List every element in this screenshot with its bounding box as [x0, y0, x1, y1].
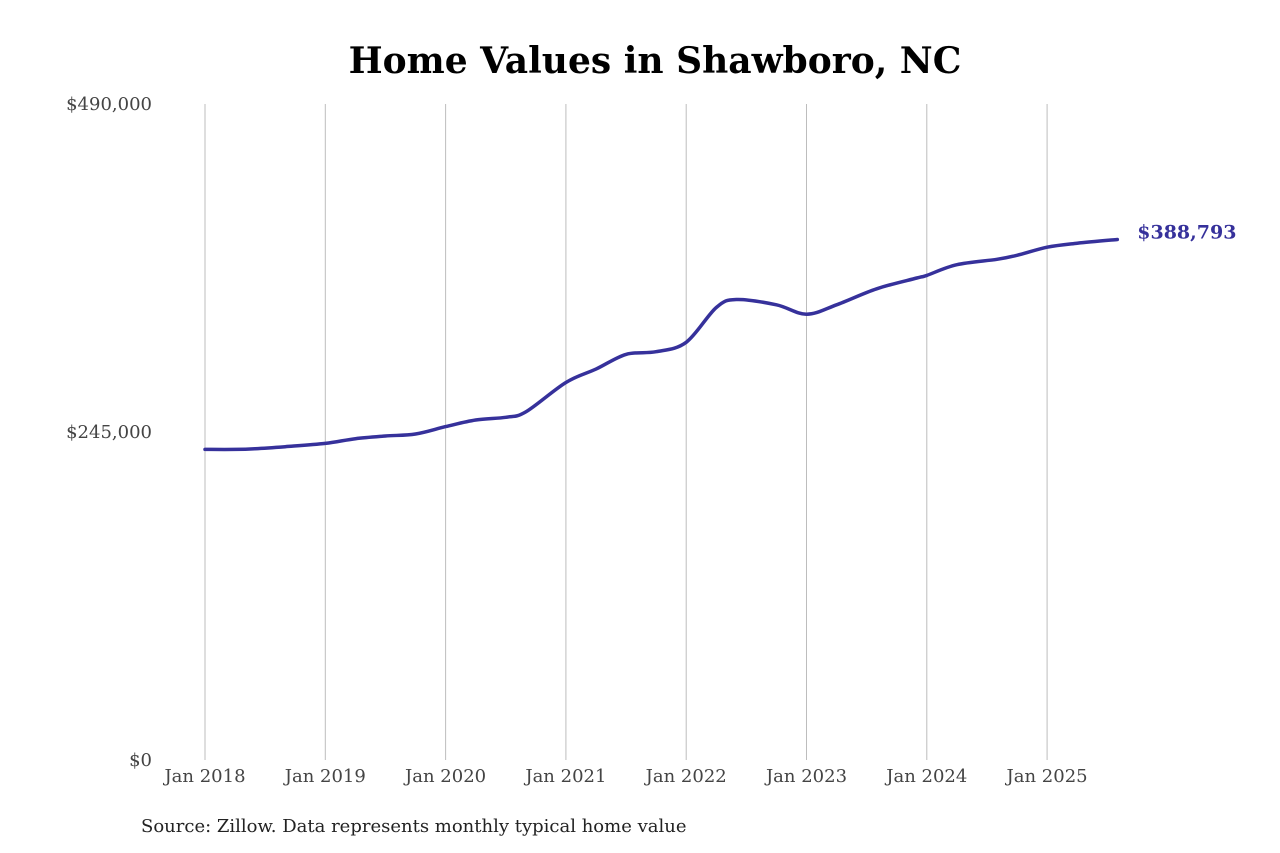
- x-tick-label: Jan 2021: [523, 766, 606, 787]
- x-tick-label: Jan 2019: [283, 766, 366, 787]
- y-tick-label: $245,000: [66, 422, 152, 443]
- x-tick-label: Jan 2025: [1005, 766, 1088, 787]
- source-note: Source: Zillow. Data represents monthly …: [141, 816, 687, 837]
- series-group: [203, 237, 1120, 452]
- x-tick-label: Jan 2020: [403, 766, 486, 787]
- end-value-label: $388,793: [1137, 221, 1236, 243]
- x-tick-label: Jan 2023: [764, 766, 847, 787]
- x-axis-ticks: Jan 2018 Jan 2019 Jan 2020 Jan 2021 Jan 2022…: [162, 766, 1087, 787]
- y-tick-label: $0: [129, 750, 152, 771]
- chart-title: Home Values in Shawboro, NC: [349, 40, 962, 82]
- x-tick-label: Jan 2024: [884, 766, 967, 787]
- x-tick-label: Jan 2018: [162, 766, 245, 787]
- x-tick-label: Jan 2022: [644, 766, 727, 787]
- home-value-line: [203, 237, 1120, 452]
- grid-lines: [204, 104, 1048, 760]
- y-tick-label: $490,000: [66, 94, 152, 115]
- y-axis-ticks: $0 $245,000 $490,000: [66, 94, 152, 771]
